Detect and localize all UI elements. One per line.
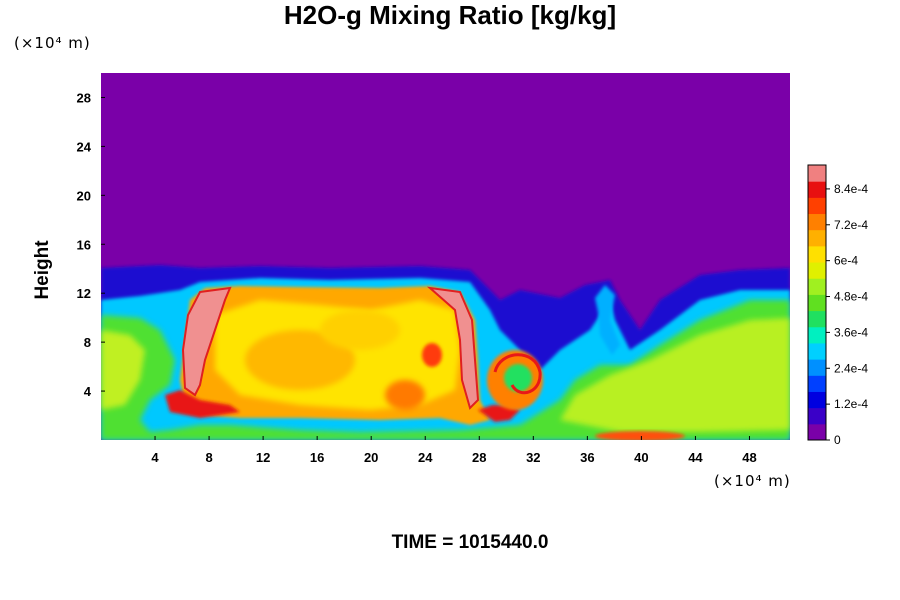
colorbar-segment <box>808 359 826 376</box>
colorbar-tick-label: 0 <box>834 433 841 447</box>
colorbar-segment <box>808 262 826 279</box>
x-tick-label: 12 <box>256 450 270 465</box>
swirl-edge <box>493 353 542 395</box>
cell-core-4 <box>320 310 400 350</box>
colorbar-tick-label: 4.8e-4 <box>834 290 868 304</box>
colorbar-segment <box>808 165 826 182</box>
colorbar-tick-label: 1.2e-4 <box>834 397 868 411</box>
colorbar-segment <box>808 181 826 198</box>
cell-core-3 <box>422 343 442 367</box>
colorbar-tick-label: 3.6e-4 <box>834 325 868 339</box>
chart-title: H2O-g Mixing Ratio [kg/kg] <box>283 0 617 30</box>
colorbar-segment <box>808 213 826 231</box>
colorbar-tick-label: 2.4e-4 <box>834 361 868 375</box>
y-axis: 4 8 12 16 20 24 28 <box>77 90 105 399</box>
x-tick-label: 36 <box>580 450 594 465</box>
plume-right <box>595 285 620 355</box>
y-tick-label: 4 <box>84 384 92 399</box>
colorbar-segment <box>808 294 826 312</box>
colorbar-frame <box>807 164 827 441</box>
colorbar-segment <box>808 407 826 425</box>
x-tick-label: 4 <box>151 450 159 465</box>
y-unit-label: (×10⁴ m) <box>14 34 91 52</box>
swirl-inner <box>504 364 532 392</box>
colorbar-segment <box>808 391 826 409</box>
time-label: TIME = 1015440.0 <box>391 532 549 553</box>
surface-streak <box>595 431 685 440</box>
y-tick-label: 28 <box>77 90 91 105</box>
colorbar-segment <box>808 342 826 360</box>
x-tick-label: 16 <box>310 450 324 465</box>
x-tick-label: 28 <box>472 450 486 465</box>
x-tick-label: 40 <box>634 450 648 465</box>
y-tick-label: 16 <box>77 237 91 252</box>
y-tick-label: 12 <box>77 286 91 301</box>
moist-layer-yellowgreen <box>560 318 790 432</box>
cell-edge-left <box>181 286 232 397</box>
cell-edge-right <box>426 286 480 410</box>
x-axis: 4 8 12 16 20 24 28 32 36 40 44 48 <box>151 436 757 465</box>
colorbar-segment <box>808 375 826 392</box>
colorbar-segment <box>808 245 826 263</box>
x-tick-label: 48 <box>742 450 756 465</box>
x-tick-label: 44 <box>688 450 703 465</box>
moist-layer-yellowgreen-left <box>101 330 145 410</box>
colorbar-segment <box>808 423 826 441</box>
colorbar-segment <box>808 197 826 215</box>
cell-core-1 <box>245 330 355 390</box>
colorbar-tick-label: 6e-4 <box>834 254 858 268</box>
x-unit-label: (×10⁴ m) <box>714 472 791 490</box>
cell-core-2 <box>385 380 425 410</box>
colorbar: 0 1.2e-4 2.4e-4 3.6e-4 4.8e-4 6e-4 7.2e-4 8.4e-… <box>807 164 868 447</box>
x-tick-label: 32 <box>526 450 540 465</box>
cell-bottom-left-red <box>165 390 240 418</box>
x-tick-label: 8 <box>205 450 212 465</box>
heatmap-field <box>101 73 790 440</box>
y-tick-label: 8 <box>84 335 91 350</box>
colorbar-tick-label: 8.4e-4 <box>834 182 868 196</box>
colorbar-segment <box>808 278 826 295</box>
colorbar-segment <box>808 229 826 247</box>
colorbar-segment <box>808 310 826 328</box>
y-tick-label: 20 <box>77 188 91 203</box>
colorbar-tick-label: 7.2e-4 <box>834 218 868 232</box>
x-tick-label: 24 <box>418 450 433 465</box>
x-tick-label: 20 <box>364 450 378 465</box>
colorbar-segment <box>808 326 826 344</box>
y-tick-label: 24 <box>77 139 92 154</box>
